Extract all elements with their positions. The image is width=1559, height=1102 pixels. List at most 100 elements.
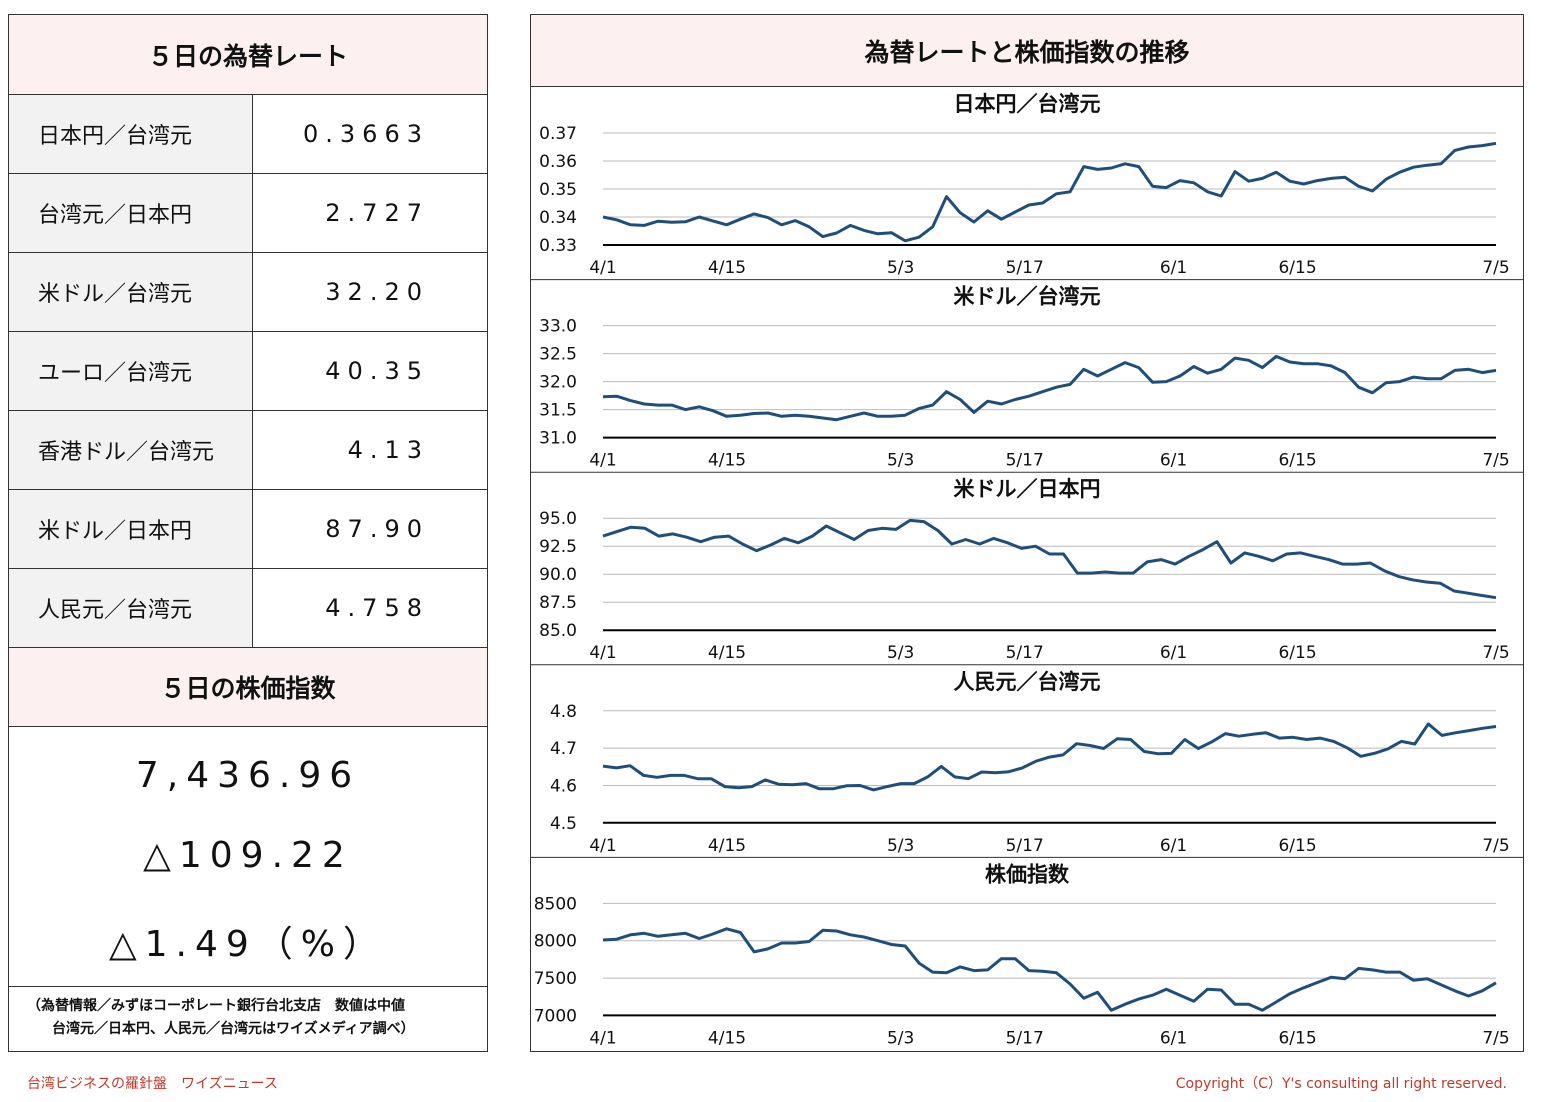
x-tick-label: 4/1 (589, 1028, 616, 1048)
chart-title: 米ドル／台湾元 (954, 285, 1101, 309)
x-tick-label: 7/5 (1482, 836, 1509, 856)
x-tick-label: 7/5 (1482, 1028, 1509, 1048)
rate-row: 香港ドル／台湾元 4.13 (9, 411, 487, 490)
source-line-1: （為替情報／みずほコーポレート銀行台北支店 数値は中値 (27, 998, 405, 1014)
rate-value: 40.35 (325, 357, 429, 385)
y-tick-label: 4.8 (550, 702, 577, 722)
rate-row: 人民元／台湾元 4.758 (9, 569, 487, 648)
y-tick-label: 0.37 (539, 124, 577, 144)
rate-value: 0.3663 (303, 120, 429, 148)
x-tick-label: 7/5 (1482, 451, 1509, 471)
y-tick-label: 32.0 (539, 373, 577, 393)
rate-value: 2.727 (325, 199, 429, 227)
y-tick-label: 90.0 (539, 565, 577, 585)
y-tick-label: 4.5 (550, 814, 577, 834)
x-tick-label: 6/1 (1160, 836, 1187, 856)
chart-title: 日本円／台湾元 (954, 92, 1101, 116)
rate-name: 人民元／台湾元 (9, 569, 253, 647)
x-tick-label: 4/15 (708, 258, 746, 278)
x-tick-label: 5/3 (887, 1028, 914, 1048)
x-tick-label: 6/15 (1278, 836, 1316, 856)
series-line (602, 518, 1497, 600)
y-tick-label: 0.34 (539, 208, 577, 228)
x-tick-label: 5/17 (1006, 451, 1044, 471)
y-tick-label: 7500 (534, 969, 577, 989)
y-tick-label: 31.0 (539, 429, 577, 449)
y-tick-label: 8000 (534, 932, 577, 952)
x-tick-label: 5/3 (887, 643, 914, 663)
charts-svg: 日本円／台湾元 0.37 0.36 0.35 0.34 0.33 4/1 4/15 5/3 5/1… (531, 92, 1523, 1048)
y-tick-label: 0.33 (539, 236, 577, 256)
rate-value: 32.20 (325, 278, 429, 306)
x-tick-label: 4/15 (708, 643, 746, 663)
rate-value: 4.13 (347, 436, 429, 464)
y-tick-label: 0.36 (539, 152, 577, 172)
rate-name: 日本円／台湾元 (9, 95, 253, 173)
x-tick-label: 5/3 (887, 258, 914, 278)
rate-row: 台湾元／日本円 2.727 (9, 174, 487, 253)
y-tick-label: 32.5 (539, 345, 577, 365)
rate-row: ユーロ／台湾元 40.35 (9, 332, 487, 411)
x-tick-label: 6/1 (1160, 258, 1187, 278)
x-tick-label: 7/5 (1482, 258, 1509, 278)
y-tick-label: 85.0 (539, 621, 577, 641)
chart-title: 株価指数 (985, 862, 1070, 886)
x-tick-label: 5/17 (1006, 836, 1044, 856)
charts-title: 為替レートと株価指数の推移 (531, 15, 1523, 87)
rate-name: 香港ドル／台湾元 (9, 411, 253, 489)
x-tick-label: 6/15 (1278, 451, 1316, 471)
x-tick-label: 7/5 (1482, 643, 1509, 663)
x-tick-label: 6/1 (1160, 643, 1187, 663)
x-tick-label: 5/3 (887, 451, 914, 471)
stock-change: △109.22 (143, 835, 353, 876)
x-tick-label: 5/17 (1006, 643, 1044, 663)
rate-name: 米ドル／日本円 (9, 490, 253, 568)
series-line (602, 927, 1497, 1012)
rates-title: ５日の為替レート (9, 15, 487, 95)
y-tick-label: 4.6 (550, 776, 577, 796)
x-tick-label: 5/17 (1006, 1028, 1044, 1048)
rate-row: 米ドル／台湾元 32.20 (9, 253, 487, 332)
right-panel: 為替レートと株価指数の推移 日本円／台湾元 0.37 0.36 0.35 0.34 0.3… (530, 14, 1524, 1052)
stock-title: ５日の株価指数 (9, 647, 487, 727)
rate-row: 日本円／台湾元 0.3663 (9, 95, 487, 174)
x-tick-label: 4/1 (589, 836, 616, 856)
rate-name: 台湾元／日本円 (9, 174, 253, 252)
x-tick-label: 4/1 (589, 643, 616, 663)
x-tick-label: 4/1 (589, 451, 616, 471)
x-tick-label: 6/15 (1278, 643, 1316, 663)
footer-copyright: Copyright（C）Y's consulting all right res… (1175, 1076, 1507, 1092)
y-tick-label: 33.0 (539, 317, 577, 337)
stock-percent: △1.49（%） (108, 924, 388, 965)
x-tick-label: 6/1 (1160, 451, 1187, 471)
x-tick-label: 5/17 (1006, 258, 1044, 278)
chart-title: 米ドル／日本円 (954, 477, 1101, 501)
series-line (602, 141, 1497, 243)
y-tick-label: 92.5 (539, 537, 577, 557)
x-tick-label: 6/15 (1278, 258, 1316, 278)
x-tick-label: 4/15 (708, 1028, 746, 1048)
y-tick-label: 7000 (534, 1006, 577, 1026)
footer-brand: 台湾ビジネスの羅針盤 ワイズニュース (27, 1076, 278, 1092)
x-tick-label: 6/1 (1160, 1028, 1187, 1048)
left-panel: ５日の為替レート 日本円／台湾元 0.3663 台湾元／日本円 2.727 米ドル／台湾… (8, 14, 488, 1052)
chart-title: 人民元／台湾元 (954, 670, 1101, 694)
rate-value: 87.90 (325, 515, 429, 543)
source-note: （為替情報／みずほコーポレート銀行台北支店 数値は中値 台湾元／日本円、人民元／… (9, 995, 487, 1041)
y-tick-label: 4.7 (550, 739, 577, 759)
source-divider (9, 986, 487, 987)
y-tick-label: 8500 (534, 894, 577, 914)
y-tick-label: 95.0 (539, 509, 577, 529)
x-tick-label: 4/15 (708, 451, 746, 471)
rate-name: ユーロ／台湾元 (9, 332, 253, 410)
x-tick-label: 4/15 (708, 836, 746, 856)
rate-value: 4.758 (325, 594, 429, 622)
y-tick-label: 87.5 (539, 593, 577, 613)
source-line-2: 台湾元／日本円、人民元／台湾元はワイズメディア調べ） (52, 1021, 415, 1037)
x-tick-label: 4/1 (589, 258, 616, 278)
series-line (602, 354, 1497, 422)
rate-name: 米ドル／台湾元 (9, 253, 253, 331)
x-tick-label: 6/15 (1278, 1028, 1316, 1048)
rate-row: 米ドル／日本円 87.90 (9, 490, 487, 569)
stock-value: 7,436.96 (135, 755, 361, 796)
